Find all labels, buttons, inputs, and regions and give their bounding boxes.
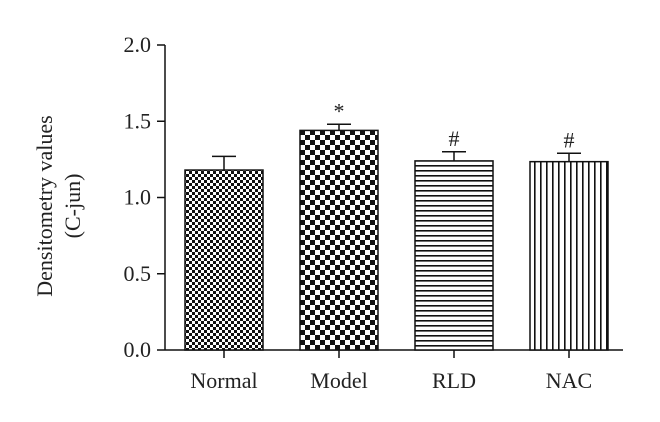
bar-nac — [529, 160, 609, 351]
y-tick-label: 0.0 — [124, 337, 152, 362]
y-axis-title-line-1: Densitometry values — [32, 115, 57, 296]
y-tick-label: 1.5 — [124, 108, 152, 133]
significance-mark-nac: # — [564, 127, 575, 152]
x-tick-label-nac: NAC — [546, 368, 592, 393]
bar-normal — [184, 169, 264, 351]
y-tick-label: 2.0 — [124, 32, 152, 57]
x-tick-label-normal: Normal — [190, 368, 257, 393]
significance-mark-rld: # — [449, 126, 460, 151]
significance-mark-model: * — [334, 98, 345, 123]
y-axis-title-line-2: (C-jun) — [60, 174, 85, 239]
bar-model — [299, 129, 379, 351]
plot-area: 0.0 0.5 1.0 1.5 2.0 Normal Model * RLD # NAC # — [124, 32, 623, 393]
x-tick-label-model: Model — [310, 368, 367, 393]
y-tick-label: 1.0 — [124, 185, 152, 210]
y-tick-label: 0.5 — [124, 261, 152, 286]
x-tick-label-rld: RLD — [432, 368, 476, 393]
bar-rld — [414, 160, 494, 351]
y-axis-title: Densitometry values (C-jun) — [32, 115, 85, 296]
